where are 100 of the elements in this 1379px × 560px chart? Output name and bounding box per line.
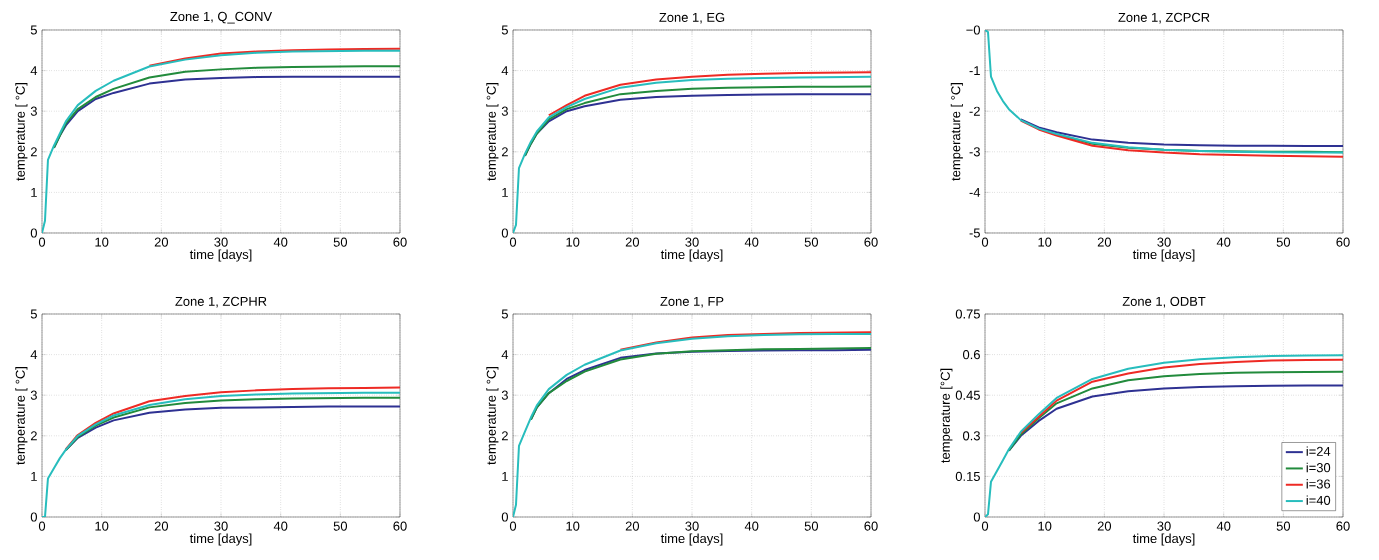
y-tick-label: 2: [501, 147, 508, 157]
y-tick-label: 2: [30, 147, 37, 157]
y-tick-label: −0: [966, 25, 980, 35]
y-axis-title: temperature [ °C]: [15, 83, 28, 181]
y-axis-title: temperature [ °C]: [486, 83, 499, 181]
x-tick-label: 50: [333, 521, 348, 531]
y-tick-label: 5: [501, 309, 508, 319]
x-tick-label: 30: [685, 237, 699, 247]
x-axis-title: time [days]: [660, 533, 723, 546]
x-tick-label: 60: [864, 237, 878, 247]
x-tick-label: 60: [864, 521, 878, 531]
y-tick-label: 3: [501, 390, 508, 400]
x-axis-title: time [days]: [1132, 533, 1195, 546]
line-series: [1019, 118, 1344, 148]
x-tick-label: 20: [154, 237, 169, 247]
y-tick-label: -3: [969, 147, 980, 157]
line-series: [513, 332, 871, 517]
y-tick-label: 3: [30, 390, 37, 400]
x-tick-label: 0: [509, 237, 517, 247]
x-tick-label: 50: [804, 521, 819, 531]
y-axis-title: temperature [ °C]: [486, 367, 499, 465]
x-tick-label: 40: [273, 237, 288, 247]
line-series: [985, 354, 1344, 517]
y-tick-label: 0: [973, 512, 980, 522]
chart-title: Zone 1, EG: [659, 12, 725, 24]
x-tick-label: 0: [981, 521, 989, 531]
chart-title: Zone 1, Q_CONV: [170, 11, 273, 24]
legend-label: i=36: [1306, 479, 1331, 489]
x-tick-label: 20: [154, 521, 169, 531]
y-tick-label: -5: [969, 228, 980, 238]
y-tick-label: 5: [30, 25, 37, 35]
y-tick-label: 0.45: [955, 390, 980, 400]
y-tick-label: 3: [501, 106, 508, 116]
x-tick-label: 10: [1038, 521, 1052, 531]
x-tick-label: 10: [95, 521, 109, 531]
x-tick-label: 60: [393, 521, 407, 531]
y-tick-label: -4: [969, 187, 981, 197]
x-tick-label: 60: [1336, 237, 1350, 247]
x-tick-label: 20: [1097, 237, 1112, 247]
x-tick-label: 30: [214, 237, 228, 247]
chart-title: Zone 1, FP: [660, 296, 724, 308]
x-tick-label: 30: [214, 521, 228, 531]
y-tick-label: 1: [502, 471, 508, 481]
x-tick-label: 60: [1336, 521, 1350, 531]
x-tick-label: 10: [1038, 237, 1052, 247]
x-tick-label: 40: [1216, 521, 1231, 531]
line-series: [1019, 358, 1344, 435]
y-tick-label: 1: [31, 187, 37, 197]
y-tick-label: 3: [30, 106, 37, 116]
x-tick-label: 10: [566, 521, 580, 531]
y-tick-label: 0.15: [955, 471, 980, 481]
y-tick-label: 0: [501, 512, 508, 522]
x-tick-label: 50: [1276, 521, 1291, 531]
y-tick-label: 0: [30, 228, 37, 238]
x-axis-title: time [days]: [1132, 249, 1195, 262]
x-tick-label: 0: [981, 237, 989, 247]
x-tick-label: 40: [1216, 237, 1231, 247]
y-tick-label: 5: [501, 25, 508, 35]
y-tick-label: 1: [31, 471, 37, 481]
x-tick-label: 50: [333, 237, 348, 247]
x-tick-label: 0: [509, 521, 517, 531]
x-tick-label: 10: [95, 237, 109, 247]
x-tick-label: 30: [1157, 237, 1171, 247]
y-tick-label: 2: [30, 431, 37, 441]
y-tick-label: 0.3: [962, 431, 980, 441]
y-tick-label: 1: [502, 187, 508, 197]
chart-title: Zone 1, ZCPCR: [1118, 12, 1210, 24]
y-axis-title: temperature [°C]: [940, 368, 953, 463]
x-axis-title: time [days]: [189, 249, 252, 262]
legend-label: i=40: [1306, 495, 1331, 505]
y-tick-label: -1: [969, 66, 980, 76]
y-tick-label: 4: [501, 350, 509, 360]
x-tick-label: 0: [38, 237, 46, 247]
y-tick-label: 0.6: [962, 350, 980, 360]
y-tick-label: 4: [30, 350, 38, 360]
x-axis-title: time [days]: [660, 249, 723, 262]
line-series: [148, 47, 400, 67]
y-tick-label: 5: [30, 309, 37, 319]
x-tick-label: 40: [744, 521, 759, 531]
x-tick-label: 10: [566, 237, 580, 247]
y-tick-label: 4: [501, 66, 509, 76]
chart-title: Zone 1, ZCPHR: [175, 296, 267, 308]
x-tick-label: 50: [804, 237, 819, 247]
x-tick-label: 20: [625, 521, 640, 531]
x-tick-label: 30: [685, 521, 699, 531]
x-tick-label: 20: [625, 237, 640, 247]
x-axis-title: time [days]: [189, 533, 252, 546]
x-tick-label: 50: [1276, 237, 1291, 247]
y-tick-label: 4: [30, 66, 38, 76]
y-axis-title: temperature [ °C]: [950, 83, 963, 181]
x-tick-label: 0: [38, 521, 46, 531]
x-tick-label: 40: [273, 521, 288, 531]
x-tick-label: 20: [1097, 521, 1112, 531]
y-tick-label: 0: [501, 228, 508, 238]
chart-title: Zone 1, ODBT: [1122, 296, 1206, 308]
x-tick-label: 40: [744, 237, 759, 247]
x-tick-label: 30: [1157, 521, 1171, 531]
y-tick-label: 0.75: [955, 309, 980, 319]
legend-label: i=24: [1306, 446, 1331, 456]
y-tick-label: -2: [969, 106, 980, 116]
